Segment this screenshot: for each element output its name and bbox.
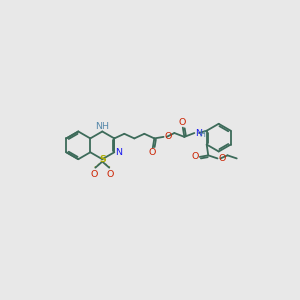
Text: O: O xyxy=(148,148,156,158)
Text: O: O xyxy=(218,154,226,163)
Text: H: H xyxy=(199,130,205,139)
Text: O: O xyxy=(192,152,199,161)
Text: NH: NH xyxy=(95,122,109,131)
Text: N: N xyxy=(195,128,202,137)
Text: O: O xyxy=(106,170,114,179)
Text: O: O xyxy=(178,118,186,127)
Text: O: O xyxy=(164,132,172,141)
Text: O: O xyxy=(91,170,98,179)
Text: N: N xyxy=(115,148,122,157)
Text: S: S xyxy=(99,155,106,164)
